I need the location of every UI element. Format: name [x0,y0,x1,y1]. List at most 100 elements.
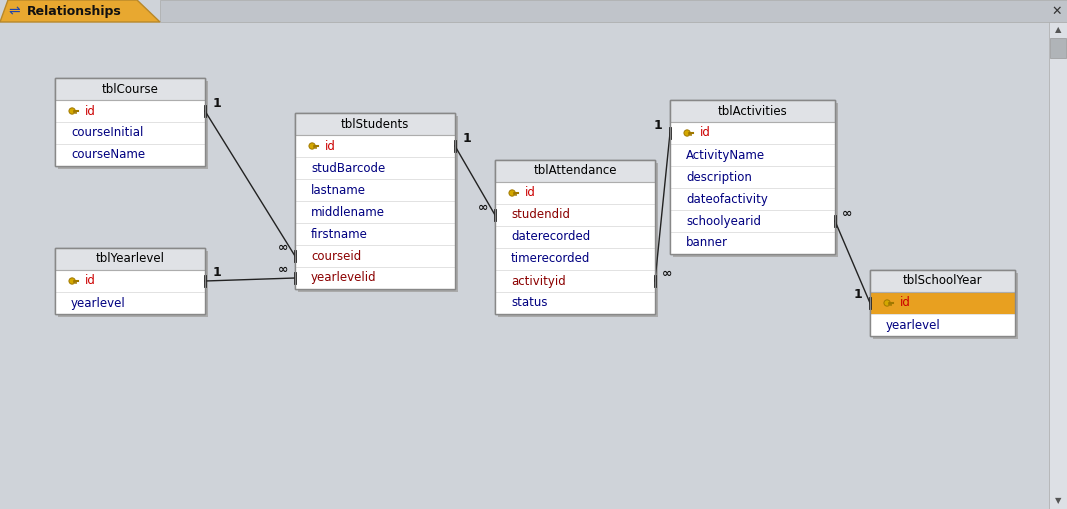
Bar [495,270,655,292]
Bar [294,245,455,267]
Bar [870,270,1015,336]
Text: 1: 1 [463,131,472,145]
Text: ▲: ▲ [1055,25,1062,35]
Bar [495,160,655,314]
Text: id: id [899,297,911,309]
Bar [55,270,205,292]
Bar [294,113,455,135]
Text: id: id [700,127,711,139]
Text: Relationships: Relationships [27,5,122,17]
Text: ✕: ✕ [1052,5,1063,17]
Circle shape [883,300,890,306]
Bar [160,0,1067,22]
Bar [670,100,835,122]
Bar [495,160,655,314]
Text: ActivityName: ActivityName [686,149,765,161]
Text: 1: 1 [654,119,663,131]
Bar [294,157,455,179]
Text: tblCourse: tblCourse [101,82,158,96]
Text: ∞: ∞ [662,267,672,279]
Text: lastname: lastname [310,184,366,196]
Bar [58,251,208,317]
Bar [870,270,1015,292]
Bar [55,100,205,122]
Bar [294,201,455,223]
Text: yearlevelid: yearlevelid [310,271,377,285]
Text: ⇌: ⇌ [9,4,20,18]
Text: ∞: ∞ [842,207,853,219]
Text: dateofactivity: dateofactivity [686,192,768,206]
Bar [55,78,205,166]
Text: tblYearlevel: tblYearlevel [96,252,164,266]
Text: yearlevel: yearlevel [71,297,126,309]
Bar [670,122,835,144]
Text: status: status [511,297,547,309]
Text: middlename: middlename [310,206,385,218]
Bar [670,100,835,254]
Bar [673,103,838,257]
Text: 1: 1 [212,267,221,279]
Bar [1050,38,1066,58]
Bar [670,232,835,254]
Bar [294,223,455,245]
Text: courseid: courseid [310,249,362,263]
Circle shape [309,143,315,149]
Bar [495,292,655,314]
Bar [55,78,205,166]
Bar [670,210,835,232]
Text: ∞: ∞ [277,241,288,254]
Text: studBarcode: studBarcode [310,161,385,175]
Bar [870,314,1015,336]
Text: courseInitial: courseInitial [71,127,143,139]
Bar [294,135,455,157]
Bar [495,182,655,204]
Text: ∞: ∞ [277,264,288,276]
Bar [495,204,655,226]
Text: activityid: activityid [511,274,566,288]
Text: ∞: ∞ [478,201,489,213]
Text: studendid: studendid [511,209,570,221]
Bar [870,292,1015,314]
Text: timerecorded: timerecorded [511,252,590,266]
Bar [55,248,205,314]
Circle shape [69,278,76,284]
Text: tblSchoolYear: tblSchoolYear [903,274,983,288]
Circle shape [684,130,690,136]
Text: courseName: courseName [71,149,145,161]
Text: tblStudents: tblStudents [340,118,409,130]
Bar [294,267,455,289]
Text: id: id [85,274,96,288]
Text: tblActivities: tblActivities [718,104,787,118]
Bar [670,188,835,210]
Text: id: id [525,186,536,200]
Bar [495,160,655,182]
Bar [55,248,205,270]
Polygon shape [0,0,160,22]
Bar [55,144,205,166]
Text: banner: banner [686,237,728,249]
Text: id: id [85,104,96,118]
Bar [870,270,1015,336]
Text: tblAttendance: tblAttendance [534,164,617,178]
Text: 1: 1 [854,289,862,301]
Bar [294,113,455,289]
Bar [298,116,458,292]
Text: yearlevel: yearlevel [886,319,941,331]
Bar [294,179,455,201]
Circle shape [509,190,515,196]
Text: firstname: firstname [310,228,368,240]
Bar [495,248,655,270]
Bar [294,113,455,289]
Bar [498,163,658,317]
Text: daterecorded: daterecorded [511,231,590,243]
Bar [873,273,1018,339]
Text: ▼: ▼ [1055,496,1062,505]
Text: id: id [325,139,336,153]
Text: description: description [686,171,752,184]
Bar [670,144,835,166]
Bar [670,100,835,254]
Bar [55,122,205,144]
Bar [58,81,208,169]
Bar [670,166,835,188]
Bar [55,292,205,314]
